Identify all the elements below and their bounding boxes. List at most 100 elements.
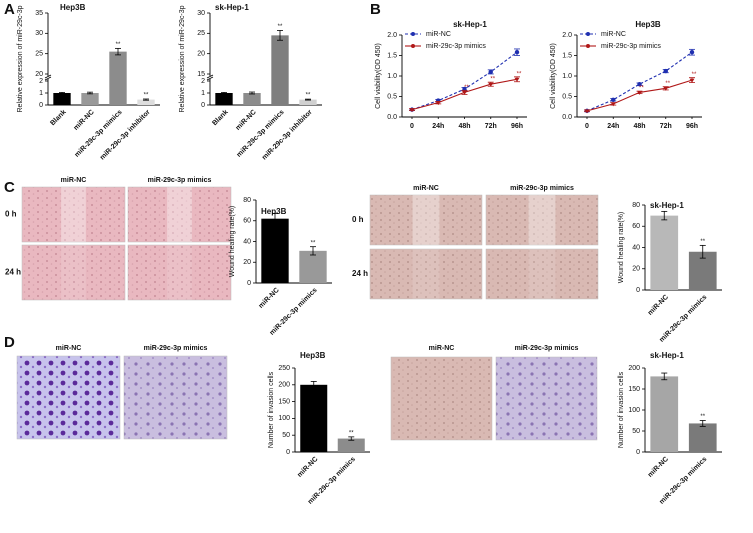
- y-tick-label: 1.5: [562, 52, 572, 59]
- y-tick-label: 2: [39, 78, 43, 85]
- point: [488, 82, 494, 87]
- x-tick-label: miR-NC: [296, 456, 319, 479]
- point: [610, 102, 616, 107]
- error-bar: [115, 47, 121, 56]
- image-column-label: miR-NC: [56, 345, 82, 352]
- y-tick-label: 0.0: [562, 114, 572, 121]
- bar: [688, 423, 717, 452]
- y-tick-label: 30: [197, 10, 205, 17]
- chart-title: sk-Hep-1: [650, 201, 684, 210]
- x-tick-label: 48h: [633, 123, 645, 130]
- wound-gap: [412, 249, 440, 299]
- x-tick-label: Blank: [211, 109, 230, 128]
- y-tick-label: 20: [35, 71, 43, 78]
- y-tick-label: 60: [243, 218, 251, 225]
- y-tick-label: 50: [282, 432, 290, 439]
- wound-gap: [167, 187, 192, 242]
- point: [663, 68, 668, 74]
- image-row-label: 0 h: [5, 210, 17, 219]
- error-bar: [699, 244, 706, 259]
- panel-label: D: [4, 334, 15, 351]
- y-axis-label: Number of invasion cells: [618, 371, 625, 448]
- error-bar: [59, 92, 65, 94]
- y-axis-label: Wound healing rate(%): [229, 206, 236, 277]
- chart-title: sk-Hep-1: [215, 3, 249, 12]
- x-tick-label: miR-NC: [73, 109, 96, 132]
- y-tick-label: 2.0: [562, 32, 572, 39]
- image-row-label: 24 h: [352, 269, 368, 278]
- image-column-label: miR-NC: [61, 177, 87, 184]
- error-bar: [272, 213, 278, 225]
- chart-title: Hep3B: [261, 207, 287, 216]
- panel-label: B: [370, 1, 381, 18]
- micrograph: [495, 356, 598, 441]
- y-tick-label: 1: [39, 90, 43, 97]
- legend-label: miR-NC: [426, 31, 451, 38]
- error-bar: [277, 30, 283, 41]
- y-tick-label: 40: [632, 244, 640, 251]
- significance: **: [116, 42, 121, 48]
- wound-gap: [61, 187, 86, 242]
- chart-title: sk-Hep-1: [453, 20, 487, 29]
- error-bar: [305, 98, 311, 101]
- bar: [299, 99, 317, 105]
- point: [462, 90, 467, 95]
- y-tick-label: 150: [278, 398, 290, 405]
- significance: **: [464, 85, 469, 91]
- micrograph: [485, 194, 599, 246]
- error-bar: [661, 210, 668, 221]
- y-tick-label: 60: [632, 223, 640, 230]
- y-tick-label: 0: [636, 287, 640, 294]
- error-bar: [143, 98, 149, 101]
- y-tick-label: 40: [243, 238, 251, 245]
- bar: [337, 438, 365, 452]
- significance: **: [700, 239, 705, 245]
- x-tick-label: 24h: [432, 123, 444, 130]
- legend-marker: [586, 44, 590, 48]
- point: [637, 90, 642, 95]
- micrograph: [369, 194, 483, 246]
- bar: [137, 99, 155, 105]
- image-column-label: miR-NC: [429, 345, 455, 352]
- y-tick-label: 20: [243, 259, 251, 266]
- bar: [299, 250, 327, 283]
- bar: [81, 93, 99, 105]
- wound-gap: [167, 245, 192, 300]
- x-tick-label: miR-29c-3p inhibitor: [261, 109, 314, 162]
- significance: **: [349, 430, 354, 436]
- y-tick-label: 25: [197, 30, 205, 37]
- image-column-label: miR-29c-3p mimics: [510, 185, 574, 192]
- significance: **: [639, 86, 644, 92]
- y-tick-label: 0: [636, 449, 640, 456]
- x-tick-label: 0: [585, 123, 589, 130]
- error-bar: [348, 436, 355, 441]
- y-tick-label: 30: [35, 30, 43, 37]
- x-tick-label: miR-NC: [235, 109, 258, 132]
- wound-gap: [528, 195, 556, 245]
- x-tick-label: miR-NC: [647, 294, 670, 317]
- error-bar: [221, 92, 227, 94]
- y-tick-label: 0.5: [562, 93, 572, 100]
- error-bar: [661, 372, 668, 381]
- significance: **: [311, 240, 316, 246]
- x-tick-label: 72h: [485, 123, 497, 130]
- bar: [300, 384, 328, 452]
- legend-label: miR-29c-3p mimics: [426, 43, 486, 50]
- significance: **: [700, 414, 705, 420]
- point: [611, 97, 616, 102]
- y-tick-label: 15: [197, 71, 205, 78]
- image-row-label: 24 h: [5, 268, 21, 277]
- error-bar: [310, 246, 316, 256]
- y-tick-label: 20: [197, 51, 205, 58]
- bar: [271, 35, 289, 105]
- y-tick-label: 200: [628, 365, 640, 372]
- x-tick-label: miR-29c-3p mimics: [236, 109, 286, 159]
- point: [488, 69, 493, 75]
- point: [409, 108, 415, 113]
- bar: [215, 93, 233, 105]
- bar: [109, 51, 127, 105]
- y-tick-label: 2: [201, 78, 205, 85]
- wound-gap: [528, 249, 556, 299]
